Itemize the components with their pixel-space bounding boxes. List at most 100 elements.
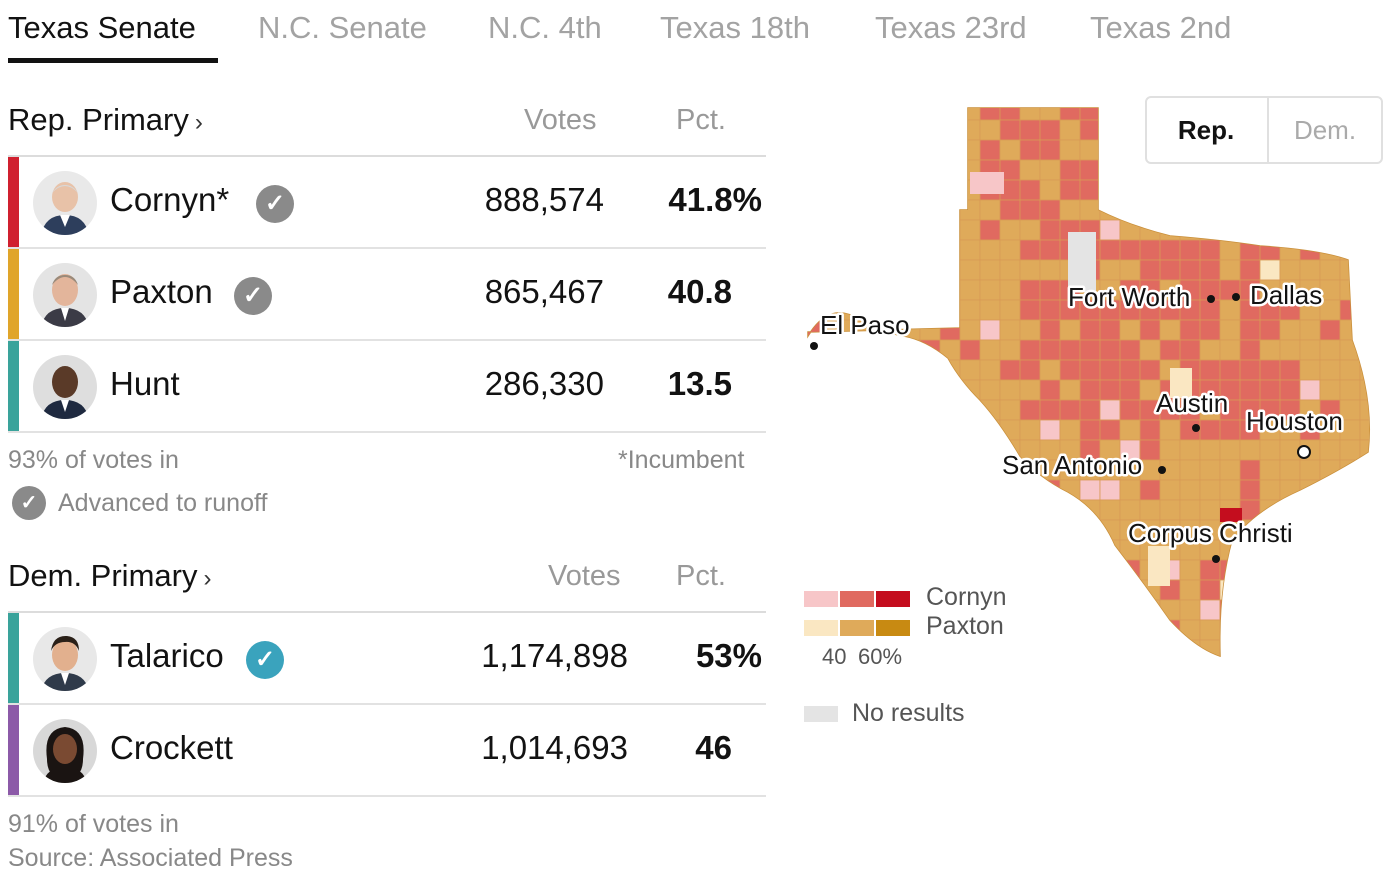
county[interactable] bbox=[819, 259, 841, 281]
tab-texas-23rd[interactable]: Texas 23rd bbox=[875, 10, 1027, 45]
county[interactable] bbox=[879, 399, 901, 421]
county[interactable] bbox=[1380, 460, 1385, 480]
county[interactable] bbox=[1039, 359, 1061, 381]
county[interactable] bbox=[1259, 119, 1281, 141]
county[interactable] bbox=[1159, 599, 1181, 621]
county[interactable] bbox=[1059, 499, 1081, 521]
county[interactable] bbox=[1059, 379, 1081, 401]
tab-texas-senate[interactable]: Texas Senate bbox=[8, 10, 196, 45]
county[interactable] bbox=[1079, 519, 1101, 541]
county[interactable] bbox=[899, 639, 921, 660]
county[interactable] bbox=[1199, 459, 1221, 481]
county[interactable] bbox=[1319, 379, 1341, 401]
county[interactable] bbox=[1179, 159, 1201, 181]
county[interactable] bbox=[1139, 239, 1161, 261]
county[interactable] bbox=[1279, 459, 1301, 481]
county[interactable] bbox=[919, 559, 941, 581]
county[interactable] bbox=[1199, 119, 1221, 141]
county[interactable] bbox=[800, 219, 821, 241]
county[interactable] bbox=[919, 479, 941, 501]
county[interactable] bbox=[1239, 359, 1261, 381]
county[interactable] bbox=[1000, 660, 1020, 670]
county[interactable] bbox=[1220, 508, 1242, 522]
county[interactable] bbox=[1079, 159, 1101, 181]
county[interactable] bbox=[1380, 280, 1385, 300]
county[interactable] bbox=[1119, 259, 1141, 281]
county[interactable] bbox=[1079, 599, 1101, 621]
tab-texas-18th[interactable]: Texas 18th bbox=[660, 10, 810, 45]
county[interactable] bbox=[899, 559, 921, 581]
county[interactable] bbox=[1339, 100, 1361, 121]
county[interactable] bbox=[959, 219, 981, 241]
county[interactable] bbox=[1259, 100, 1281, 121]
county[interactable] bbox=[959, 459, 981, 481]
county[interactable] bbox=[1380, 300, 1385, 320]
county[interactable] bbox=[1159, 199, 1181, 221]
county[interactable] bbox=[1119, 559, 1141, 581]
county[interactable] bbox=[899, 499, 921, 521]
county[interactable] bbox=[1119, 119, 1141, 141]
county[interactable] bbox=[1079, 119, 1101, 141]
county[interactable] bbox=[1119, 359, 1141, 381]
county[interactable] bbox=[1199, 239, 1221, 261]
county[interactable] bbox=[1148, 546, 1170, 586]
county[interactable] bbox=[1380, 560, 1385, 580]
county[interactable] bbox=[1170, 368, 1192, 398]
county[interactable] bbox=[1159, 619, 1181, 641]
county[interactable] bbox=[1099, 399, 1121, 421]
county[interactable] bbox=[879, 279, 901, 301]
county[interactable] bbox=[1339, 119, 1361, 141]
county[interactable] bbox=[1179, 139, 1201, 161]
county[interactable] bbox=[1139, 199, 1161, 221]
county[interactable] bbox=[1120, 660, 1140, 670]
county[interactable] bbox=[1079, 100, 1101, 121]
county[interactable] bbox=[879, 439, 901, 461]
county[interactable] bbox=[1380, 380, 1385, 400]
county[interactable] bbox=[859, 479, 881, 501]
county[interactable] bbox=[1299, 379, 1321, 401]
county[interactable] bbox=[959, 359, 981, 381]
county[interactable] bbox=[1039, 619, 1061, 641]
county[interactable] bbox=[1359, 159, 1380, 181]
county[interactable] bbox=[999, 299, 1021, 321]
county[interactable] bbox=[800, 259, 821, 281]
county[interactable] bbox=[919, 119, 941, 141]
county[interactable] bbox=[919, 439, 941, 461]
county[interactable] bbox=[1239, 639, 1261, 660]
county[interactable] bbox=[1239, 439, 1261, 461]
county[interactable] bbox=[979, 139, 1001, 161]
county[interactable] bbox=[1019, 519, 1041, 541]
county[interactable] bbox=[1299, 259, 1321, 281]
county[interactable] bbox=[1219, 479, 1241, 501]
county[interactable] bbox=[899, 479, 921, 501]
county[interactable] bbox=[1239, 179, 1261, 201]
county[interactable] bbox=[959, 139, 981, 161]
county[interactable] bbox=[800, 119, 821, 141]
county[interactable] bbox=[1259, 259, 1281, 281]
county[interactable] bbox=[1019, 179, 1041, 201]
county[interactable] bbox=[1359, 379, 1380, 401]
county[interactable] bbox=[1359, 279, 1380, 301]
county[interactable] bbox=[919, 179, 941, 201]
county[interactable] bbox=[1279, 619, 1301, 641]
county[interactable] bbox=[1159, 139, 1181, 161]
county[interactable] bbox=[1259, 239, 1281, 261]
county[interactable] bbox=[839, 379, 861, 401]
county[interactable] bbox=[1380, 420, 1385, 440]
tab-texas-2nd[interactable]: Texas 2nd bbox=[1090, 10, 1232, 45]
county[interactable] bbox=[1039, 379, 1061, 401]
tab-nc-senate[interactable]: N.C. Senate bbox=[258, 10, 427, 45]
county[interactable] bbox=[800, 399, 821, 421]
county[interactable] bbox=[800, 439, 821, 461]
county[interactable] bbox=[1359, 419, 1380, 441]
county[interactable] bbox=[839, 459, 861, 481]
county[interactable] bbox=[1079, 199, 1101, 221]
county[interactable] bbox=[919, 139, 941, 161]
county[interactable] bbox=[1339, 259, 1361, 281]
county[interactable] bbox=[1299, 339, 1321, 361]
county[interactable] bbox=[859, 259, 881, 281]
county[interactable] bbox=[879, 259, 901, 281]
county[interactable] bbox=[1319, 359, 1341, 381]
county[interactable] bbox=[1259, 199, 1281, 221]
county[interactable] bbox=[1159, 319, 1181, 341]
